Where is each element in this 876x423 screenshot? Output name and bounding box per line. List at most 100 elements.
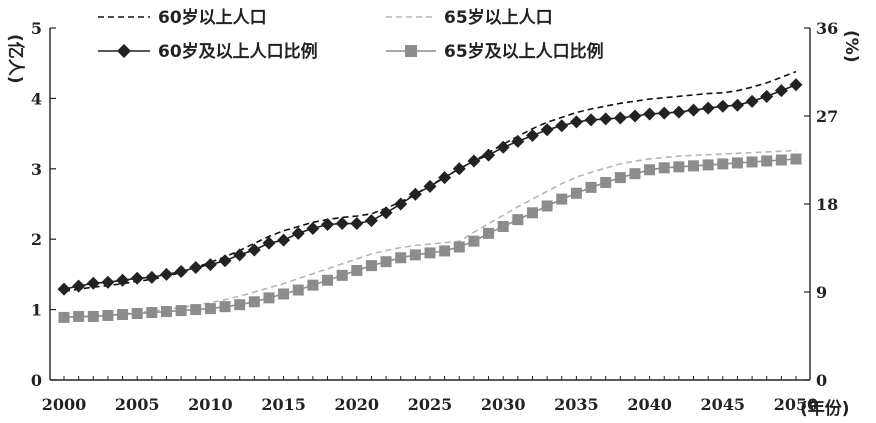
diamond-point <box>745 94 759 108</box>
diamond-point <box>291 226 305 240</box>
diamond-point <box>730 98 744 112</box>
diamond-point <box>628 109 642 123</box>
square-point <box>556 193 568 205</box>
diamond-point <box>613 111 627 125</box>
square-point <box>204 303 216 315</box>
square-point <box>219 301 231 313</box>
diamond-point <box>672 105 686 119</box>
diamond-point <box>218 254 232 268</box>
square-point <box>483 227 495 239</box>
square-point <box>600 176 612 188</box>
square-point <box>234 299 246 311</box>
square-point <box>380 256 392 268</box>
square-point <box>175 305 187 317</box>
square-point <box>570 187 582 199</box>
diamond-point <box>452 162 466 176</box>
square-point <box>190 304 202 316</box>
diamond-point <box>101 275 115 289</box>
square-point <box>73 310 85 322</box>
series-1 <box>63 149 797 319</box>
diamond-point <box>511 134 525 148</box>
diamond-point <box>438 171 452 185</box>
left-tick-label: 5 <box>31 19 42 38</box>
legend-item-60-population: 60岁以上人口 <box>98 7 267 28</box>
square-point <box>644 164 656 176</box>
square-point <box>497 220 509 232</box>
diamond-point <box>306 221 320 235</box>
right-tick-label: 0 <box>816 371 827 390</box>
diamond-point <box>657 106 671 120</box>
diamond-point <box>145 270 159 284</box>
legend-label: 60岁及以上人口比例 <box>158 41 318 62</box>
left-tick-label: 0 <box>31 371 42 390</box>
diamond-point <box>394 197 408 211</box>
diamond-point <box>159 267 173 281</box>
square-point <box>409 249 421 261</box>
legend-diamond-marker <box>117 44 131 58</box>
right-tick-label: 36 <box>816 19 838 38</box>
diamond-point <box>189 261 203 275</box>
x-tick-label: 2010 <box>188 395 233 414</box>
square-point <box>365 260 377 272</box>
x-tick-label: 2040 <box>627 395 672 414</box>
square-point <box>673 161 685 173</box>
square-point <box>336 269 348 281</box>
square-point <box>87 310 99 322</box>
square-point <box>702 159 714 171</box>
diamond-point <box>57 282 71 296</box>
legend-square-marker <box>405 45 417 57</box>
x-tick-label: 2015 <box>261 395 306 414</box>
legend-item-65-population: 65岁以上人口 <box>386 7 553 28</box>
left-axis-ticks: 0 1 2 3 4 5 <box>31 19 56 390</box>
square-point <box>278 288 290 300</box>
right-tick-label: 27 <box>816 107 838 126</box>
diamond-point <box>584 113 598 127</box>
x-tick-label: 2045 <box>701 395 746 414</box>
diamond-point <box>599 112 613 126</box>
left-tick-label: 2 <box>31 230 42 249</box>
diamond-point <box>525 129 539 143</box>
diamond-point <box>701 101 715 115</box>
square-point <box>541 200 553 212</box>
diamond-point <box>569 115 583 129</box>
left-axis-title: (亿人) <box>5 34 26 84</box>
diamond-point <box>774 84 788 98</box>
left-tick-label: 4 <box>31 89 42 108</box>
left-tick-label: 3 <box>31 160 42 179</box>
square-point <box>468 235 480 247</box>
square-point <box>322 274 334 286</box>
diamond-point <box>335 217 349 231</box>
square-point <box>131 308 143 320</box>
diamond-point <box>86 276 100 290</box>
diamond-point <box>116 273 130 287</box>
square-point <box>526 207 538 219</box>
diamond-point <box>350 217 364 231</box>
square-point <box>717 158 729 170</box>
diamond-point <box>716 99 730 113</box>
series-layer <box>57 70 803 323</box>
x-tick-label: 2025 <box>408 395 453 414</box>
diamond-point <box>321 218 335 232</box>
legend-item-65-ratio: 65岁及以上人口比例 <box>386 41 604 62</box>
x-tick-label: 2005 <box>115 395 160 414</box>
x-tick-label: 2000 <box>42 395 87 414</box>
square-point <box>512 214 524 226</box>
square-point <box>248 296 260 308</box>
square-point <box>658 162 670 174</box>
square-point <box>453 241 465 253</box>
diamond-point <box>408 187 422 201</box>
square-point <box>688 160 700 172</box>
legend: 60岁以上人口 65岁以上人口 60岁及以上人口比例 65岁及以上人口比例 <box>98 7 604 62</box>
square-point <box>424 247 436 259</box>
square-point <box>102 309 114 321</box>
square-point <box>292 284 304 296</box>
diamond-point <box>262 236 276 250</box>
series-line <box>63 149 797 319</box>
square-point <box>775 154 787 166</box>
square-point <box>585 181 597 193</box>
square-point <box>746 156 758 168</box>
square-point <box>263 292 275 304</box>
right-tick-label: 18 <box>816 195 838 214</box>
diamond-point <box>233 248 247 262</box>
